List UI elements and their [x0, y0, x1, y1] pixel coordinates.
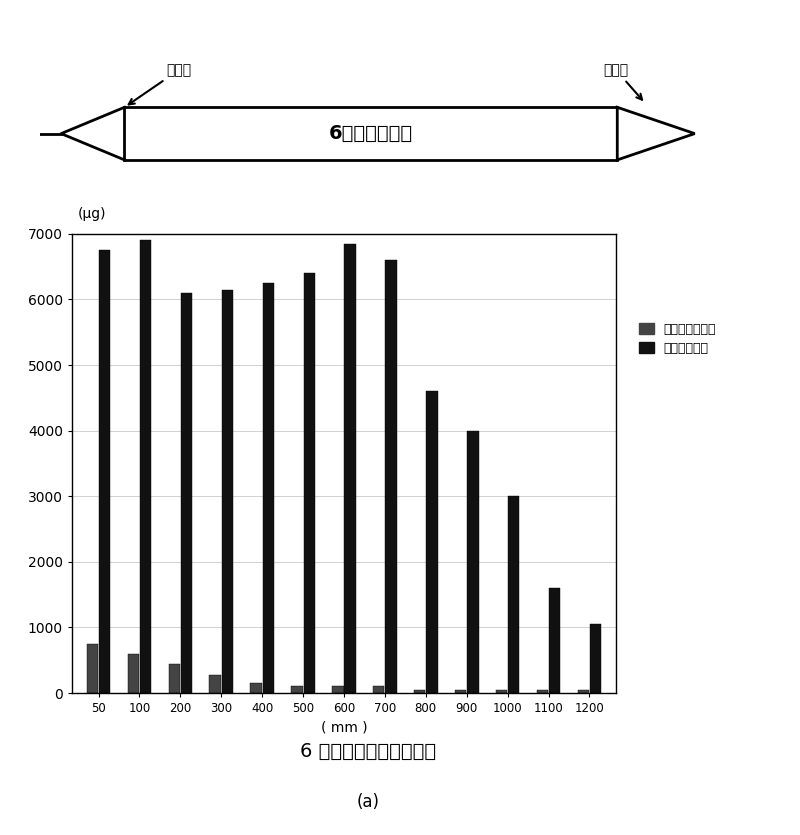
Bar [128, 654, 139, 693]
Bar [496, 690, 507, 693]
Bar [549, 588, 560, 693]
Bar [508, 496, 519, 693]
Bar [386, 260, 397, 693]
Bar [455, 690, 466, 693]
Bar [250, 683, 262, 693]
Bar [86, 644, 98, 693]
Polygon shape [125, 108, 618, 160]
Bar [467, 431, 478, 693]
Bar [181, 293, 192, 693]
Text: 6英寸单晶硅棒: 6英寸单晶硅棒 [329, 124, 413, 143]
Text: (a): (a) [357, 792, 379, 811]
Bar [140, 240, 151, 693]
X-axis label: ( mm ): ( mm ) [321, 721, 367, 735]
Legend: 常规工艺寿命値, 本发明寿命値: 常规工艺寿命値, 本发明寿命値 [638, 322, 716, 355]
Text: 6 英寸整根单晶表皮寿命: 6 英寸整根单晶表皮寿命 [300, 742, 436, 761]
Text: 单晶头: 单晶头 [129, 63, 192, 104]
Bar [291, 686, 302, 693]
Bar [578, 690, 589, 693]
Bar [303, 273, 315, 693]
Text: (μg): (μg) [78, 207, 106, 220]
Bar [345, 244, 356, 693]
Bar [169, 664, 180, 693]
Bar [222, 290, 233, 693]
Bar [414, 690, 426, 693]
Bar [590, 624, 602, 693]
Bar [210, 675, 221, 693]
Bar [99, 250, 110, 693]
Bar [332, 686, 343, 693]
Bar [262, 283, 274, 693]
Text: 单晶尾: 单晶尾 [603, 63, 642, 99]
Polygon shape [618, 108, 694, 160]
Bar [373, 686, 385, 693]
Bar [426, 392, 438, 693]
Bar [537, 690, 548, 693]
